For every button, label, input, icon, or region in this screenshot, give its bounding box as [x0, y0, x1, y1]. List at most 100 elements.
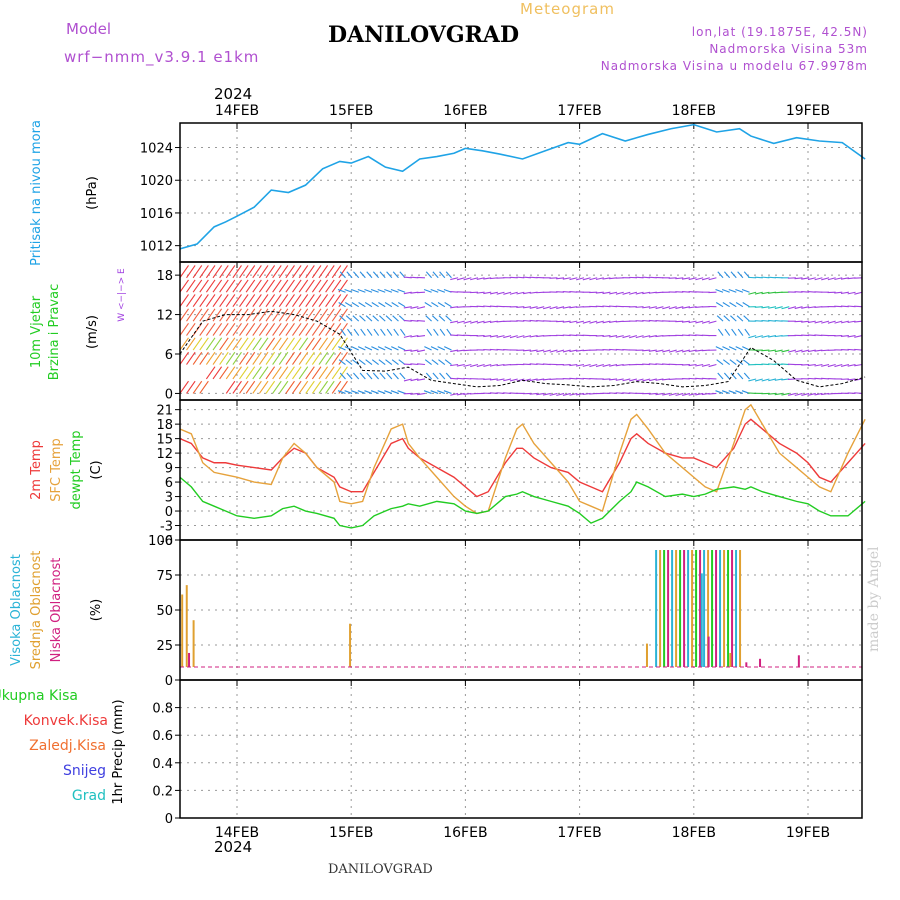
- wind-barb: [731, 328, 737, 336]
- wind-barb: [416, 392, 426, 396]
- wind-barb: [794, 291, 803, 293]
- wind-barb: [305, 308, 315, 322]
- wind-barb: [648, 363, 657, 366]
- cloud-axis-title-2: Srednja Oblacnost: [29, 551, 44, 670]
- wind-barb: [748, 335, 757, 339]
- wind-barb: [239, 322, 249, 336]
- wind-barb: [542, 349, 551, 353]
- wind-barb: [748, 291, 757, 295]
- wind-barb: [245, 337, 256, 351]
- wind-barb: [292, 366, 302, 380]
- date-label-bottom: 16FEB: [443, 825, 487, 841]
- wind-barb: [212, 351, 223, 365]
- wind-barb: [265, 279, 276, 293]
- y-tick-label: 6: [165, 476, 173, 491]
- wind-barb: [311, 308, 322, 322]
- wind-barb: [742, 302, 750, 308]
- wind-barb: [272, 294, 282, 308]
- wind-barb: [430, 288, 439, 293]
- wind-barb: [331, 294, 342, 308]
- wind-barb: [768, 378, 777, 382]
- wind-barb: [595, 320, 604, 324]
- wind-barb: [371, 359, 379, 365]
- wind-barb: [331, 308, 342, 322]
- wind-barb: [239, 294, 249, 308]
- wind-barb: [522, 306, 532, 309]
- wind-barb: [695, 392, 704, 396]
- wind-barb: [213, 381, 222, 393]
- wind-barb: [688, 392, 697, 396]
- wind-barb: [232, 294, 242, 308]
- wind-barb: [635, 378, 644, 382]
- wind-barb: [496, 363, 505, 367]
- wind-barb: [278, 366, 289, 380]
- wind-barb: [219, 294, 229, 308]
- wind-barb: [192, 380, 203, 394]
- wind-barb: [331, 265, 342, 279]
- wind-barb: [252, 322, 262, 336]
- wind-barb: [681, 320, 690, 323]
- wind-barb: [854, 348, 863, 351]
- wind-barb: [788, 349, 797, 353]
- wind-barb: [377, 346, 386, 351]
- wind-barb: [372, 271, 380, 279]
- wind-barb: [338, 294, 348, 308]
- wind-barb: [754, 378, 763, 382]
- wind-barb: [536, 378, 545, 381]
- wind-barb: [252, 308, 262, 322]
- wind-barb: [298, 294, 309, 308]
- wind-barb: [562, 334, 571, 337]
- wind-barb: [701, 363, 710, 367]
- pressure-line: [179, 123, 866, 250]
- wind-barb: [450, 392, 459, 396]
- wind-barb: [272, 265, 282, 279]
- wind-barb: [272, 351, 282, 365]
- wind-barb: [648, 392, 657, 395]
- date-label-top: 14FEB: [215, 103, 259, 119]
- wind-barb: [662, 392, 671, 396]
- wind-barb: [595, 363, 604, 368]
- wind-barb: [724, 328, 731, 336]
- wind-barb: [735, 302, 744, 308]
- wind-barb: [219, 265, 229, 279]
- wind-barb: [737, 271, 744, 279]
- wind-speed-line: [179, 310, 866, 388]
- wind-barb: [723, 271, 731, 279]
- grid-layer: [180, 123, 862, 819]
- wind-barb: [736, 359, 744, 365]
- wind-barb: [318, 322, 329, 336]
- wind-barb: [359, 372, 366, 380]
- wind-barb: [318, 380, 329, 394]
- wind-barb: [272, 308, 282, 322]
- wind-barb: [339, 315, 346, 322]
- wind-barb: [556, 306, 565, 310]
- wind-axis-title-2: Brzina i Pravac: [47, 284, 62, 381]
- wind-axis-title-1: 10m Vjetar: [29, 295, 44, 368]
- wind-barb: [847, 291, 856, 295]
- wind-barb: [716, 315, 724, 322]
- wind-barb: [827, 320, 836, 324]
- wind-barb: [432, 372, 439, 380]
- wind-barb: [359, 315, 366, 322]
- wind-barb: [768, 349, 777, 352]
- wind-barb: [489, 363, 498, 367]
- cloud-bar-layer: [181, 550, 800, 667]
- wind-barb: [386, 271, 393, 279]
- wind-barb: [569, 392, 578, 396]
- wind-barb: [205, 279, 216, 293]
- wind-barb: [556, 291, 565, 293]
- wind-barb: [847, 392, 856, 394]
- wind-barb: [529, 392, 538, 395]
- wind-barb: [536, 392, 545, 396]
- wind-barb: [483, 320, 492, 324]
- panel-frame-precip: [179, 679, 863, 819]
- wind-barb: [338, 302, 346, 308]
- wind-barb: [212, 265, 223, 279]
- wind-barb: [425, 271, 433, 279]
- wind-barb: [456, 392, 465, 396]
- wind-barb: [370, 390, 379, 394]
- wind-barb: [416, 320, 426, 322]
- wind-barb: [437, 346, 446, 351]
- wind-barb: [688, 320, 697, 324]
- wind-barb: [225, 265, 236, 279]
